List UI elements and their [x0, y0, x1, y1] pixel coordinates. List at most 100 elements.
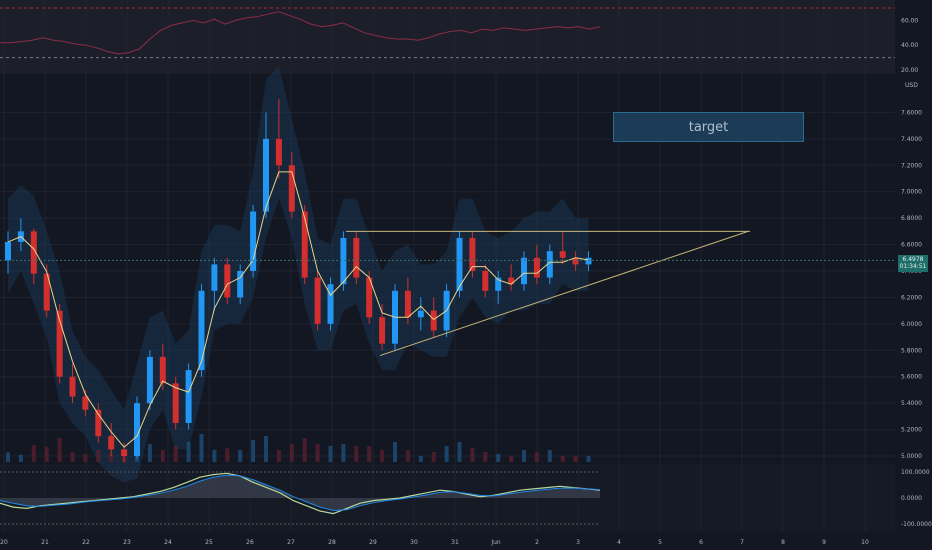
volume-bar — [444, 446, 449, 462]
volume-bar — [302, 438, 307, 462]
candle-body — [69, 376, 76, 397]
volume-bar — [289, 444, 294, 462]
candle-body — [108, 436, 115, 450]
candle-body — [30, 231, 37, 274]
price-tick-label: 5.0000 — [901, 453, 922, 460]
candle-body — [353, 237, 360, 278]
price-tick-label: 7.2000 — [901, 162, 922, 169]
volume-bar — [418, 456, 423, 462]
candle-body — [43, 273, 50, 311]
candle-body — [237, 271, 244, 298]
volume-bar — [160, 450, 165, 462]
price-tick-label: 7.6000 — [901, 109, 922, 116]
candle-body — [430, 310, 437, 331]
candle-body — [95, 409, 102, 437]
volume-bar — [522, 450, 526, 462]
x-tick-label: 2 — [535, 539, 539, 546]
volume-bar — [6, 452, 10, 462]
candle-body — [559, 251, 566, 258]
target-annotation[interactable]: target — [613, 112, 804, 142]
volume-bar — [496, 454, 501, 462]
candle-body — [134, 403, 140, 456]
candle-body — [469, 237, 476, 271]
x-tick-label: 31 — [451, 539, 459, 546]
volume-bar — [251, 440, 256, 462]
oscillator-slow-line — [0, 474, 601, 511]
candle-body — [546, 251, 553, 278]
volume-bar — [173, 446, 178, 462]
candle-body — [211, 264, 218, 291]
oscillator-tick-label: 100.0000 — [901, 469, 930, 476]
candle-body — [404, 290, 411, 318]
price-tick-label: 5.2000 — [901, 427, 922, 434]
candle-body — [572, 257, 579, 265]
volume-bar — [341, 444, 346, 462]
volume-bar — [470, 448, 475, 462]
x-tick-label: 5 — [658, 539, 662, 546]
x-tick-label: 4 — [617, 539, 621, 546]
oscillator-tick-label: -100.0000 — [901, 521, 932, 528]
x-tick-label: 8 — [781, 539, 785, 546]
support-trendline — [379, 230, 749, 357]
volume-bar — [18, 454, 23, 462]
volume-bar — [354, 446, 359, 462]
volume-bar — [560, 456, 565, 462]
last-price-value: 6.4978 — [902, 256, 924, 263]
candle-body — [224, 264, 231, 298]
volume-bar — [367, 446, 372, 462]
volume-bar — [238, 450, 243, 462]
volume-bar — [264, 436, 268, 462]
price-tick-label: 5.8000 — [901, 347, 922, 354]
candle-body — [456, 237, 463, 291]
volume-bar — [83, 454, 88, 462]
candle-body — [146, 356, 153, 404]
x-tick-label: 25 — [205, 539, 213, 546]
candle-body — [82, 396, 89, 410]
candle-body — [327, 284, 334, 324]
x-tick-label: Jun — [490, 539, 501, 546]
candle-body — [508, 277, 515, 285]
volume-bar — [405, 450, 410, 462]
candle-body — [5, 241, 11, 261]
volume-bar — [31, 445, 36, 462]
candle-body — [521, 257, 527, 285]
price-tick-label: 7.4000 — [901, 136, 922, 143]
price-tick-label: 6.0000 — [901, 321, 922, 328]
rsi-tick-label: 20.00 — [901, 67, 918, 74]
volume-bar — [186, 442, 191, 462]
candle-body — [288, 165, 295, 212]
x-tick-label: 10 — [861, 539, 869, 546]
candle-body — [172, 383, 179, 423]
x-tick-label: 23 — [123, 539, 131, 546]
price-tick-label: 6.8000 — [901, 215, 922, 222]
candle-body — [495, 277, 502, 291]
candle-body — [314, 277, 321, 324]
pattern-drawings — [0, 230, 895, 357]
price-tick-label: 6.2000 — [901, 294, 922, 301]
x-tick-label: 27 — [287, 539, 295, 546]
candle-body — [533, 257, 540, 278]
volume-bar — [328, 446, 333, 462]
price-tick-label: 7.0000 — [901, 189, 922, 196]
candle-body — [198, 290, 205, 371]
volume-bar — [547, 450, 552, 462]
volume-bar — [147, 444, 152, 462]
rsi-tick-label: 60.00 — [901, 17, 918, 24]
candle-body — [263, 138, 269, 212]
price-tick-label: 5.6000 — [901, 374, 922, 381]
oscillator — [0, 471, 601, 525]
candle-body — [159, 356, 166, 384]
cloud-band — [8, 66, 589, 483]
x-tick-label: 21 — [41, 539, 49, 546]
volume-bar — [393, 442, 397, 462]
volume-bar — [96, 450, 101, 462]
cloud-band-area — [8, 66, 589, 483]
x-tick-label: 20 — [0, 539, 8, 546]
volume-bar — [199, 434, 204, 462]
volume-bar — [212, 450, 217, 462]
volume-bar — [380, 450, 385, 462]
volume-bar — [431, 452, 436, 462]
currency-label: USD — [905, 82, 918, 89]
volume-bar — [573, 456, 578, 462]
